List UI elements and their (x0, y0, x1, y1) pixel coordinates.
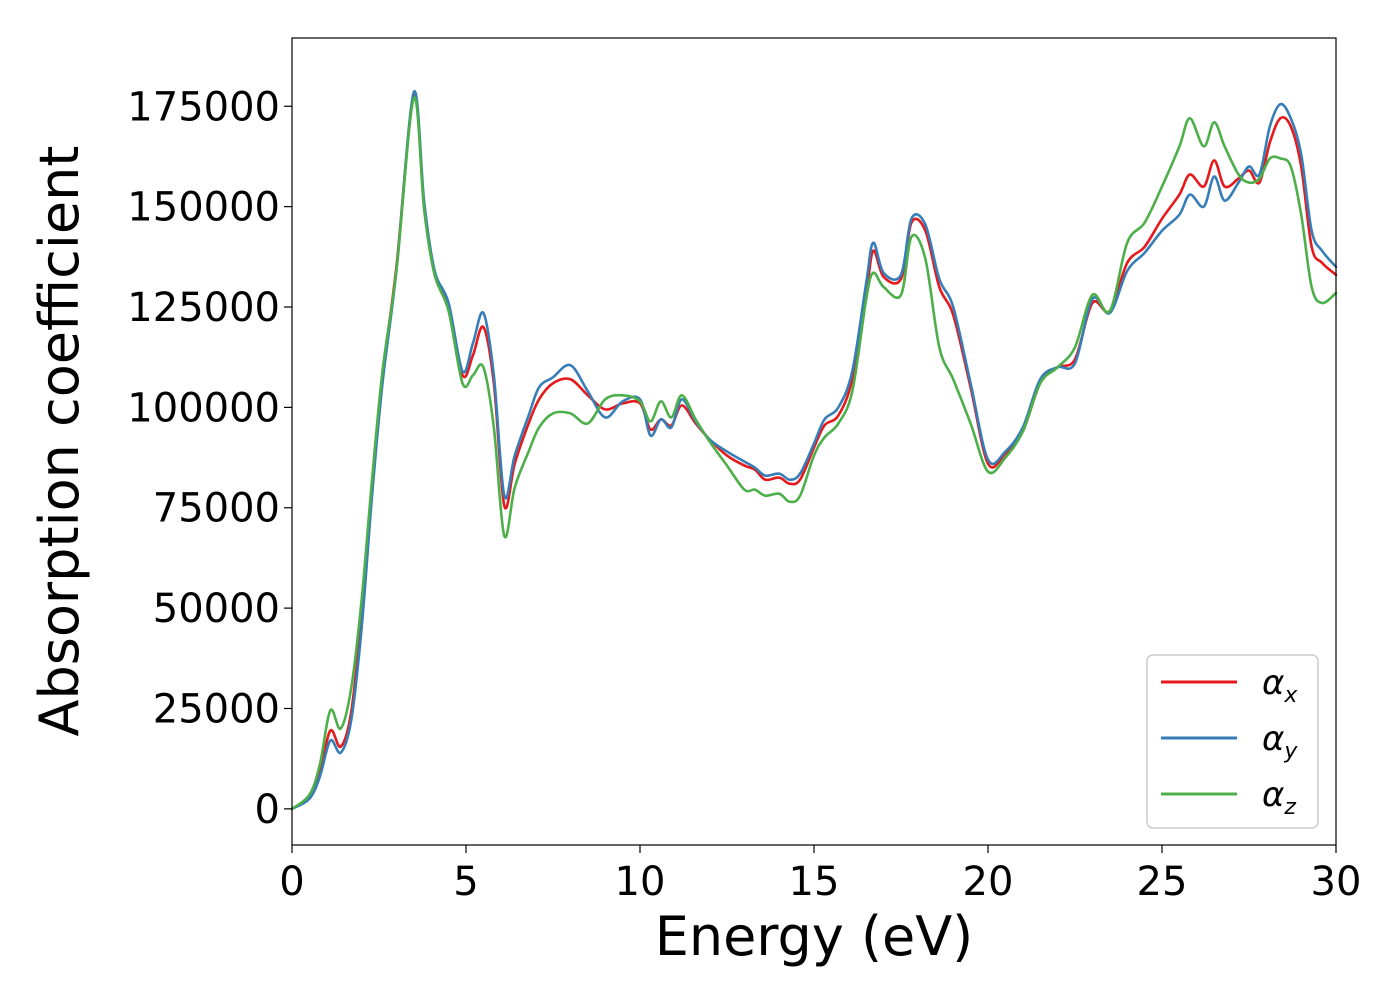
series-line-z (290, 96, 1338, 811)
x-tick-label: 15 (789, 859, 840, 905)
x-tick-label: 30 (1311, 859, 1362, 905)
y-axis: 0 25000 50000 75000 100000 125000 150000 175000 (127, 84, 292, 833)
y-tick-label: 100000 (127, 385, 280, 431)
x-axis: 0 5 10 15 20 25 30 (279, 845, 1361, 905)
y-tick-label: 125000 (127, 285, 280, 331)
y-tick-label: 0 (255, 787, 280, 833)
y-tick-label: 75000 (153, 486, 280, 532)
x-tick-label: 10 (615, 859, 666, 905)
series-layer (290, 90, 1338, 811)
x-tick-label: 5 (453, 859, 478, 905)
x-axis-title: Energy (eV) (655, 905, 974, 968)
y-tick-label: 175000 (127, 84, 280, 130)
x-tick-label: 25 (1137, 859, 1188, 905)
x-tick-label: 0 (279, 859, 304, 905)
x-tick-label: 20 (963, 859, 1014, 905)
y-axis-title: Absorption coefficient (28, 146, 91, 737)
y-tick-label: 50000 (153, 586, 280, 632)
y-tick-label: 150000 (127, 185, 280, 231)
legend-frame (1146, 654, 1319, 829)
y-tick-label: 25000 (153, 686, 280, 732)
